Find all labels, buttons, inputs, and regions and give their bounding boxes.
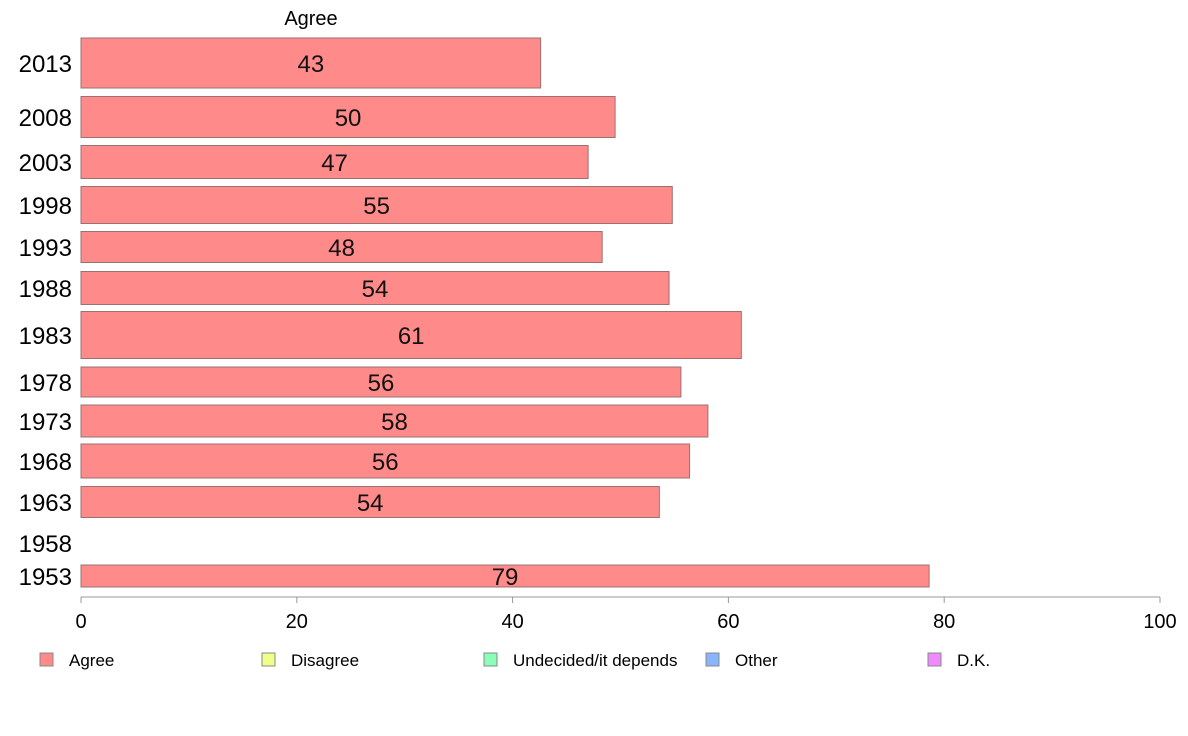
legend-label: Other	[735, 651, 778, 670]
bar-value-label: 50	[335, 105, 362, 132]
bar-value-label: 43	[297, 51, 324, 78]
year-label: 1963	[19, 490, 72, 517]
bar	[80, 186, 673, 224]
x-tick-label: 20	[286, 611, 308, 633]
bar-value-label: 58	[381, 409, 408, 436]
year-label: 1993	[19, 235, 72, 262]
bar-value-label: 47	[321, 150, 348, 177]
bar	[80, 96, 616, 138]
bar	[80, 366, 682, 398]
legend-swatch	[261, 652, 276, 667]
x-tick-label: 0	[75, 611, 86, 633]
bar-value-label: 48	[328, 235, 355, 262]
x-tick-label: 40	[501, 611, 523, 633]
bar	[80, 486, 660, 518]
bar-value-label: 61	[398, 323, 425, 350]
x-tick-label: 80	[933, 611, 955, 633]
bar	[80, 564, 930, 588]
year-label: 1973	[19, 409, 72, 436]
bar-value-label: 56	[372, 449, 399, 476]
legend-label: D.K.	[957, 651, 990, 670]
x-axis: 0 20 40 60 80 100	[75, 596, 1177, 633]
bar	[80, 271, 670, 305]
bars: 2013 43 2008 50 2003 47 1998 55 1993 48 1988 54 1983…	[19, 37, 930, 591]
year-label: 1958	[19, 531, 72, 558]
year-label: 2003	[19, 150, 72, 177]
bar	[80, 311, 742, 359]
legend-swatch	[705, 652, 720, 667]
legend-label: Agree	[69, 651, 114, 670]
x-tick-label: 60	[717, 611, 739, 633]
year-label: 1983	[19, 323, 72, 350]
year-label: 1968	[19, 449, 72, 476]
year-label: 1978	[19, 370, 72, 397]
bar-value-label: 54	[357, 490, 384, 517]
bar	[80, 404, 709, 438]
year-label: 1953	[19, 564, 72, 591]
bar	[80, 443, 691, 479]
bar-value-label: 55	[363, 193, 390, 220]
year-label: 1998	[19, 193, 72, 220]
bar-value-label: 56	[368, 370, 395, 397]
year-label: 2008	[19, 105, 72, 132]
bar	[80, 145, 589, 179]
legend-label: Disagree	[291, 651, 359, 670]
x-tick-label: 100	[1143, 611, 1176, 633]
legend-swatch	[927, 652, 942, 667]
bar	[80, 231, 603, 263]
legend-label: Undecided/it depends	[513, 651, 677, 670]
year-label: 1988	[19, 276, 72, 303]
legend: Agree Disagree Undecided/it depends Other D.…	[39, 651, 990, 670]
legend-swatch	[483, 652, 498, 667]
year-label: 2013	[19, 51, 72, 78]
bar-value-label: 54	[362, 276, 389, 303]
column-header: Agree	[284, 8, 337, 30]
legend-swatch	[39, 652, 54, 667]
bar-value-label: 79	[492, 564, 519, 591]
bar	[80, 37, 542, 89]
